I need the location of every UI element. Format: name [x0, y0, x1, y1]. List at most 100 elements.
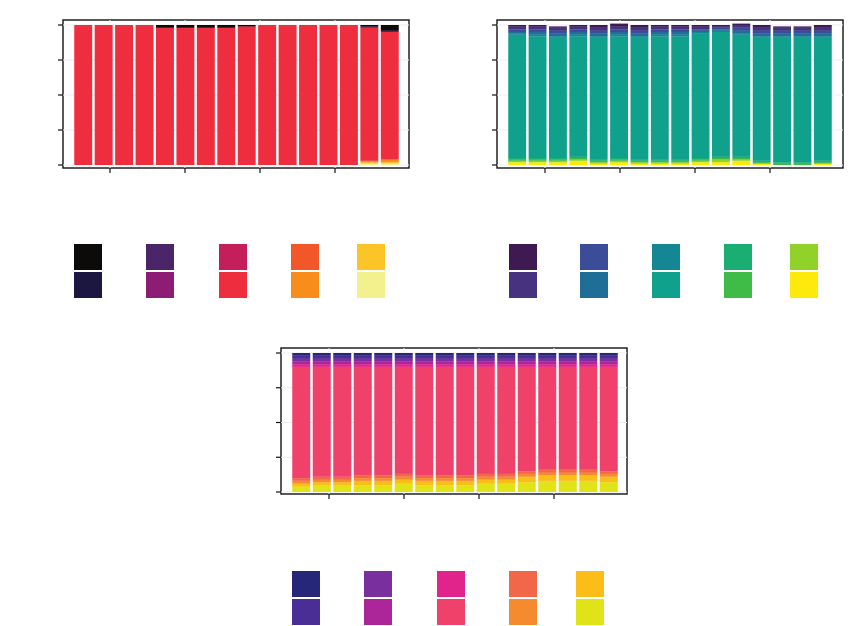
- bar-segment: [599, 355, 618, 359]
- bar-segment: [292, 364, 311, 367]
- bar-segment: [712, 159, 730, 163]
- bar-segment: [569, 156, 588, 158]
- bar-segment: [353, 366, 372, 476]
- bar-segment: [691, 160, 710, 163]
- bar-segment: [712, 162, 730, 165]
- bar-segment: [360, 162, 379, 164]
- bar-segment: [579, 469, 598, 473]
- bar-segment: [517, 473, 536, 477]
- bar-segment: [712, 26, 730, 28]
- bar-segment: [630, 27, 649, 31]
- bar-segment: [497, 358, 516, 362]
- bar-segment: [415, 366, 434, 476]
- bar-segment: [773, 36, 791, 38]
- bar-segment: [813, 33, 832, 37]
- bar-segment: [610, 29, 628, 32]
- bar-segment: [538, 364, 557, 367]
- bar-segment: [630, 37, 649, 160]
- bar-segment: [333, 479, 352, 483]
- bar-segment: [374, 366, 393, 476]
- bar-segment: [773, 163, 791, 165]
- bar-segment: [691, 33, 710, 158]
- legend-key: [357, 244, 385, 298]
- bar-segment: [435, 355, 454, 359]
- bar-segment: [435, 366, 454, 476]
- bar-segment: [671, 25, 690, 27]
- bar-segment: [549, 159, 567, 161]
- legend-swatch: [146, 244, 174, 270]
- bar-segment: [94, 25, 113, 165]
- bar-segment: [333, 485, 352, 492]
- legend-swatch: [724, 272, 752, 298]
- bar-segment: [549, 160, 567, 163]
- bar-segment: [394, 473, 413, 477]
- bar-segment: [610, 162, 628, 165]
- bar-segment: [292, 353, 311, 356]
- bar-segment: [569, 26, 588, 30]
- bar-segment: [380, 25, 399, 31]
- bar-segment: [558, 358, 577, 362]
- bar-segment: [476, 364, 495, 367]
- bar-segment: [538, 355, 557, 359]
- bar-segment: [333, 353, 352, 356]
- legend-swatch: [146, 272, 174, 298]
- bar-segment: [394, 364, 413, 367]
- bar-segment: [630, 163, 649, 165]
- bar-segment: [435, 358, 454, 362]
- bar-segment: [538, 480, 557, 492]
- bar-segment: [415, 361, 434, 365]
- legend-key: [291, 244, 319, 298]
- bar-segment: [435, 478, 454, 481]
- bar-segment: [456, 485, 475, 492]
- bar-segment: [650, 160, 669, 163]
- bar-segment: [579, 364, 598, 367]
- bar-segment: [528, 29, 547, 32]
- bar-segment: [732, 159, 751, 161]
- bar-segment: [353, 353, 372, 356]
- bar-segment: [732, 23, 751, 25]
- legend-swatch: [509, 571, 537, 597]
- bar-segment: [312, 479, 331, 483]
- bar-segment: [456, 358, 475, 362]
- legend-swatch: [74, 244, 102, 270]
- legend-key: [219, 244, 247, 298]
- bar-segment: [650, 32, 669, 35]
- bar-segment: [589, 36, 608, 38]
- bar-segment: [196, 27, 215, 165]
- bar-segment: [528, 36, 547, 159]
- bar-segment: [558, 366, 577, 470]
- bar-segment: [353, 485, 372, 492]
- legend-swatch: [790, 244, 818, 270]
- bar-segment: [497, 473, 516, 477]
- bar-segment: [360, 163, 379, 165]
- legend-key: [576, 571, 604, 625]
- legend-swatch: [357, 272, 385, 298]
- bar-segment: [630, 30, 649, 34]
- bar-segment: [813, 30, 832, 34]
- bar-segment: [589, 162, 608, 164]
- bar-segment: [773, 26, 791, 28]
- legend-swatch: [509, 599, 537, 625]
- bar-segment: [538, 469, 557, 473]
- bar-segment: [752, 25, 771, 28]
- bar-segment: [476, 353, 495, 356]
- legend-swatch: [364, 599, 392, 625]
- bar-segment: [380, 32, 399, 160]
- bar-segment: [569, 158, 588, 160]
- bar-segment: [732, 34, 751, 157]
- bar-segment: [292, 361, 311, 365]
- bar-segment: [813, 27, 832, 31]
- bar-segment: [517, 353, 536, 356]
- bar-segment: [569, 25, 588, 27]
- bar-segment: [333, 364, 352, 367]
- bar-segment: [339, 25, 358, 165]
- bar-segment: [374, 355, 393, 359]
- bar-segment: [497, 479, 516, 484]
- bar-segment: [497, 353, 516, 356]
- bar-segment: [712, 30, 730, 32]
- legend-swatch: [291, 272, 319, 298]
- bar-segment: [528, 32, 547, 35]
- bar-segment: [176, 25, 195, 28]
- bar-segment: [456, 361, 475, 365]
